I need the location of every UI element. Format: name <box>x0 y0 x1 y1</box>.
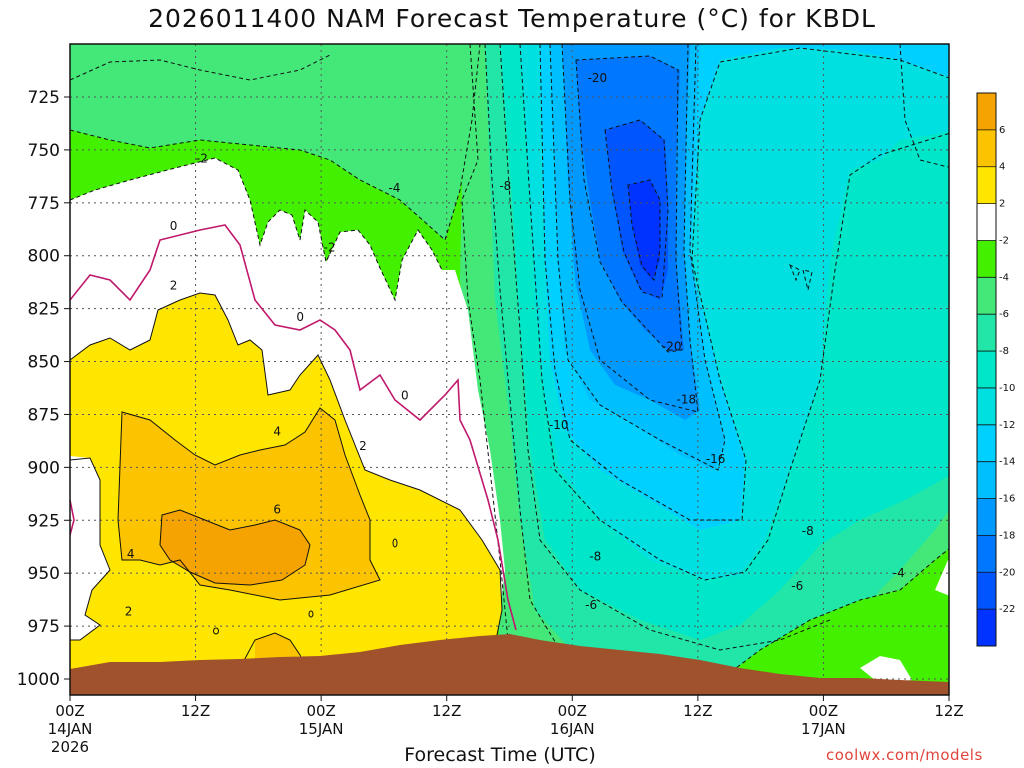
colorbar-label: -20 <box>999 567 1015 578</box>
colorbar-label: -16 <box>999 494 1015 505</box>
y-tick-label: 975 <box>28 617 60 637</box>
contour-label: -4 <box>388 181 400 195</box>
y-tick-label: 925 <box>28 511 60 531</box>
contour-labels: -2 -2 -4 -8 -20 -20 -18 -16 -10 -8 -6 -8 -6 -4 0 0 0 2 2 2 4… <box>125 71 905 618</box>
contour-label: -8 <box>499 179 511 193</box>
contour-label: -6 <box>791 579 803 593</box>
terrain <box>70 634 949 695</box>
colorbar-label: -14 <box>999 457 1015 468</box>
contour-label: 4 <box>273 424 281 438</box>
colorbar-label: -8 <box>999 346 1009 357</box>
colorbar-label: -10 <box>999 383 1015 394</box>
colorbar-swatch <box>977 424 996 463</box>
x-axis-title: Forecast Time (UTC) <box>404 744 596 766</box>
contour-label: 0 <box>296 310 304 324</box>
colorbar-label: -2 <box>999 235 1009 246</box>
colorbar-swatch <box>977 387 996 426</box>
y-tick-label: 900 <box>28 458 60 478</box>
colorbar-label: -6 <box>999 309 1009 320</box>
contour-label: -4 <box>893 566 905 580</box>
temperature-fill <box>70 44 949 695</box>
colorbar-swatch <box>977 314 996 352</box>
y-tick-label: 850 <box>28 353 60 373</box>
y-tick-label: 825 <box>28 300 60 320</box>
contour-label: -20 <box>662 340 682 354</box>
colorbar-swatch <box>977 572 996 610</box>
contour-label: -18 <box>677 393 697 407</box>
x-tick-label: 14JAN <box>48 720 93 738</box>
colorbar-swatch <box>977 166 996 205</box>
contour-label: -6 <box>585 598 597 612</box>
x-tick-label: 12Z <box>181 702 210 720</box>
contour-label: -2 <box>196 151 208 165</box>
x-tick-label: 12Z <box>432 702 461 720</box>
y-tick-label: 775 <box>28 194 60 214</box>
x-tick-label: 15JAN <box>299 720 344 738</box>
contour-label: 6 <box>273 503 281 517</box>
credit-link[interactable]: coolwx.com/models <box>826 746 983 764</box>
contour-label: -10 <box>549 418 569 432</box>
colorbar: 6 4 2 -2 -4 -6 -8 -10 -12 -14 -16 -18 -20 -22 <box>976 92 1015 647</box>
plot-frame <box>69 43 950 696</box>
y-tick-label: 800 <box>28 247 60 267</box>
contour-label: -2 <box>324 240 336 254</box>
fill-orange-lower <box>255 633 300 662</box>
x-tick-label: 17JAN <box>801 720 846 738</box>
chart-title: 2026011400 NAM Forecast Temperature (°C)… <box>148 4 876 33</box>
colorbar-swatch <box>977 609 996 647</box>
x-tick-label: 2026 <box>51 738 89 756</box>
contour-label: -8 <box>589 549 601 563</box>
colorbar-frame <box>976 92 997 647</box>
contour-label: 4 <box>127 547 135 561</box>
y-tick-label: 725 <box>28 88 60 108</box>
y-tick-label: 750 <box>28 141 60 161</box>
colorbar-label: -22 <box>999 604 1015 615</box>
x-tick-label: 00Z <box>809 702 838 720</box>
fill-minus4-upper <box>70 44 480 240</box>
colorbar-label: -18 <box>999 530 1015 541</box>
x-tick-label: 00Z <box>306 702 335 720</box>
fill-white-lowright2 <box>935 560 949 596</box>
y-tick-label: 950 <box>28 564 60 584</box>
contour-label: 0 <box>170 219 178 233</box>
fill-minus24 <box>628 180 660 280</box>
colorbar-swatch <box>977 461 996 500</box>
colorbar-swatch <box>977 203 996 241</box>
x-tick-label: 16JAN <box>550 720 595 738</box>
colorbar-swatch <box>977 351 996 389</box>
x-tick-label: 00Z <box>558 702 587 720</box>
colorbar-swatch <box>977 535 996 573</box>
colorbar-swatch <box>977 277 996 315</box>
fill-dark-orange <box>160 510 310 585</box>
contour-label: -20 <box>588 71 608 85</box>
colorbar-swatch <box>977 93 996 131</box>
colorbar-swatch <box>977 129 996 168</box>
colorbar-swatch <box>977 498 996 536</box>
contour-label: -8 <box>802 524 814 538</box>
x-tick-label: 12Z <box>683 702 712 720</box>
contour-label: 0 <box>401 388 409 402</box>
colorbar-label: 2 <box>999 199 1005 210</box>
y-axis: 725 750 775 800 825 850 875 900 925 950 975 1000 <box>17 88 70 690</box>
colorbar-label: 4 <box>999 162 1005 173</box>
x-tick-label: 12Z <box>934 702 963 720</box>
colorbar-label: -4 <box>999 272 1009 283</box>
contour-label: -16 <box>706 452 726 466</box>
x-tick-label: 00Z <box>55 702 84 720</box>
y-tick-label: 875 <box>28 405 60 425</box>
fill-white-lowright <box>860 656 912 684</box>
contour-label: 2 <box>125 604 133 618</box>
contour-label: 2 <box>359 439 367 453</box>
contour-lines <box>70 44 949 691</box>
colorbar-label: 6 <box>999 125 1005 136</box>
colorbar-swatch <box>977 240 996 278</box>
colorbar-label: -12 <box>999 420 1015 431</box>
contour-label: 2 <box>170 278 178 292</box>
y-tick-label: 1000 <box>17 670 60 690</box>
